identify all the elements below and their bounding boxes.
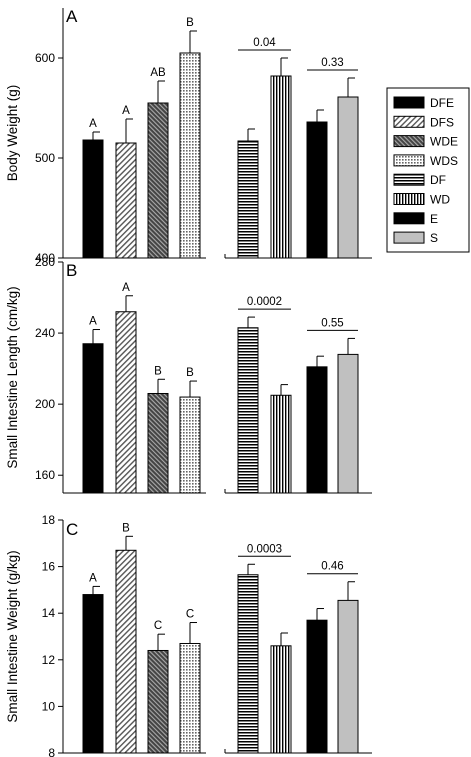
bar-dfe xyxy=(82,343,104,494)
p-value-label: 0.33 xyxy=(321,57,343,69)
y-tick-label: 160 xyxy=(35,468,55,482)
legend-swatch xyxy=(393,154,425,167)
bar-wds xyxy=(179,52,201,259)
legend-entry-wds: WDS xyxy=(393,154,458,168)
bar-wde xyxy=(147,102,169,259)
bar-dfs xyxy=(115,311,137,494)
bar-wds xyxy=(179,642,201,754)
panel-label: C xyxy=(66,520,78,539)
chart-panel-c: 8 10 12 14 16 18 C Small Intestine Weight (g/kg… xyxy=(5,513,372,757)
legend-entry-dfs: DFS xyxy=(393,115,454,129)
significance-letter: C xyxy=(186,609,194,621)
legend-swatch xyxy=(393,135,425,148)
bar-dfe xyxy=(82,139,104,259)
p-value-label: 0.46 xyxy=(321,561,343,573)
y-tick-label: 500 xyxy=(35,151,55,165)
y-tick-label: 18 xyxy=(42,513,56,527)
y-tick-label: 14 xyxy=(42,606,56,620)
legend-entry-e: E xyxy=(393,212,438,226)
legend-swatch xyxy=(393,115,425,128)
significance-letter: A xyxy=(89,118,97,130)
legend-label: WDE xyxy=(430,135,458,149)
p-value-label: 0.0002 xyxy=(247,296,282,308)
legend-label: DFE xyxy=(430,96,454,110)
bar-e xyxy=(306,366,328,494)
legend-swatch xyxy=(393,231,425,244)
y-axis-label: Body Weight (g) xyxy=(5,85,20,182)
y-tick-label: 600 xyxy=(35,51,55,65)
p-value-label: 0.55 xyxy=(321,317,343,329)
bar-df xyxy=(237,574,259,754)
legend-label: DFS xyxy=(430,115,454,129)
bar-df xyxy=(237,140,259,259)
legend-entry-dfe: DFE xyxy=(393,96,454,110)
bar-wds xyxy=(179,396,201,494)
legend-label: WDS xyxy=(430,154,458,168)
panel-label: A xyxy=(66,7,78,26)
significance-letter: A xyxy=(122,282,130,294)
chart-panel-a: 400 500 600 A Body Weight (g) A A AB B 0.04 0.33 xyxy=(5,7,372,265)
bar-wde xyxy=(147,392,169,494)
bar-dfs xyxy=(115,142,137,259)
chart-panel-b: 160 200 240 280 B Small Intestine Length (cm/… xyxy=(5,255,372,494)
significance-letter: B xyxy=(122,522,130,534)
legend-box xyxy=(386,87,470,253)
legend-label: WD xyxy=(430,193,450,207)
legend-label: S xyxy=(430,231,438,245)
bar-df xyxy=(237,327,259,494)
significance-letter: A xyxy=(89,572,97,584)
legend-label: DF xyxy=(430,173,446,187)
y-tick-label: 240 xyxy=(35,326,55,340)
panel-label: B xyxy=(66,261,77,280)
y-tick-label: 10 xyxy=(42,699,56,713)
y-tick-label: 400 xyxy=(35,251,55,265)
bar-e xyxy=(306,121,328,259)
bar-wd xyxy=(270,394,292,494)
significance-letter: A xyxy=(122,105,130,117)
bar-e xyxy=(306,619,328,754)
y-tick-label: 16 xyxy=(42,560,56,574)
significance-letter: AB xyxy=(150,67,166,79)
legend-swatch xyxy=(393,193,425,205)
p-value-label: 0.04 xyxy=(253,37,276,49)
bar-dfs xyxy=(115,549,137,754)
y-tick-label: 12 xyxy=(42,653,56,667)
bar-dfe xyxy=(82,594,104,754)
legend-swatch xyxy=(393,173,425,186)
legend-entry-wd: WD xyxy=(393,193,450,207)
bar-s xyxy=(337,353,359,494)
y-axis-label: Small Intestine Length (cm/kg) xyxy=(5,286,20,468)
y-axis-label: Small Intestine Weight (g/kg) xyxy=(5,550,20,722)
legend-swatch xyxy=(393,212,425,225)
significance-letter: A xyxy=(89,316,97,328)
legend-entry-df: DF xyxy=(393,173,446,187)
bar-wd xyxy=(270,645,292,754)
legend-entry-wde: WDE xyxy=(393,135,458,149)
significance-letter: C xyxy=(154,620,162,632)
significance-letter: B xyxy=(154,365,162,377)
significance-letter: B xyxy=(186,17,194,29)
legend-entry-s: S xyxy=(393,231,438,245)
y-tick-label: 200 xyxy=(35,397,55,411)
bar-wde xyxy=(147,649,169,754)
legend-label: E xyxy=(430,212,438,226)
bar-s xyxy=(337,96,359,259)
y-tick-label: 280 xyxy=(35,255,55,269)
p-value-label: 0.0003 xyxy=(247,543,282,555)
bar-s xyxy=(337,599,359,754)
legend-swatch xyxy=(393,96,425,109)
significance-letter: B xyxy=(186,367,194,379)
y-tick-label: 8 xyxy=(48,746,55,757)
bar-wd xyxy=(270,75,292,259)
